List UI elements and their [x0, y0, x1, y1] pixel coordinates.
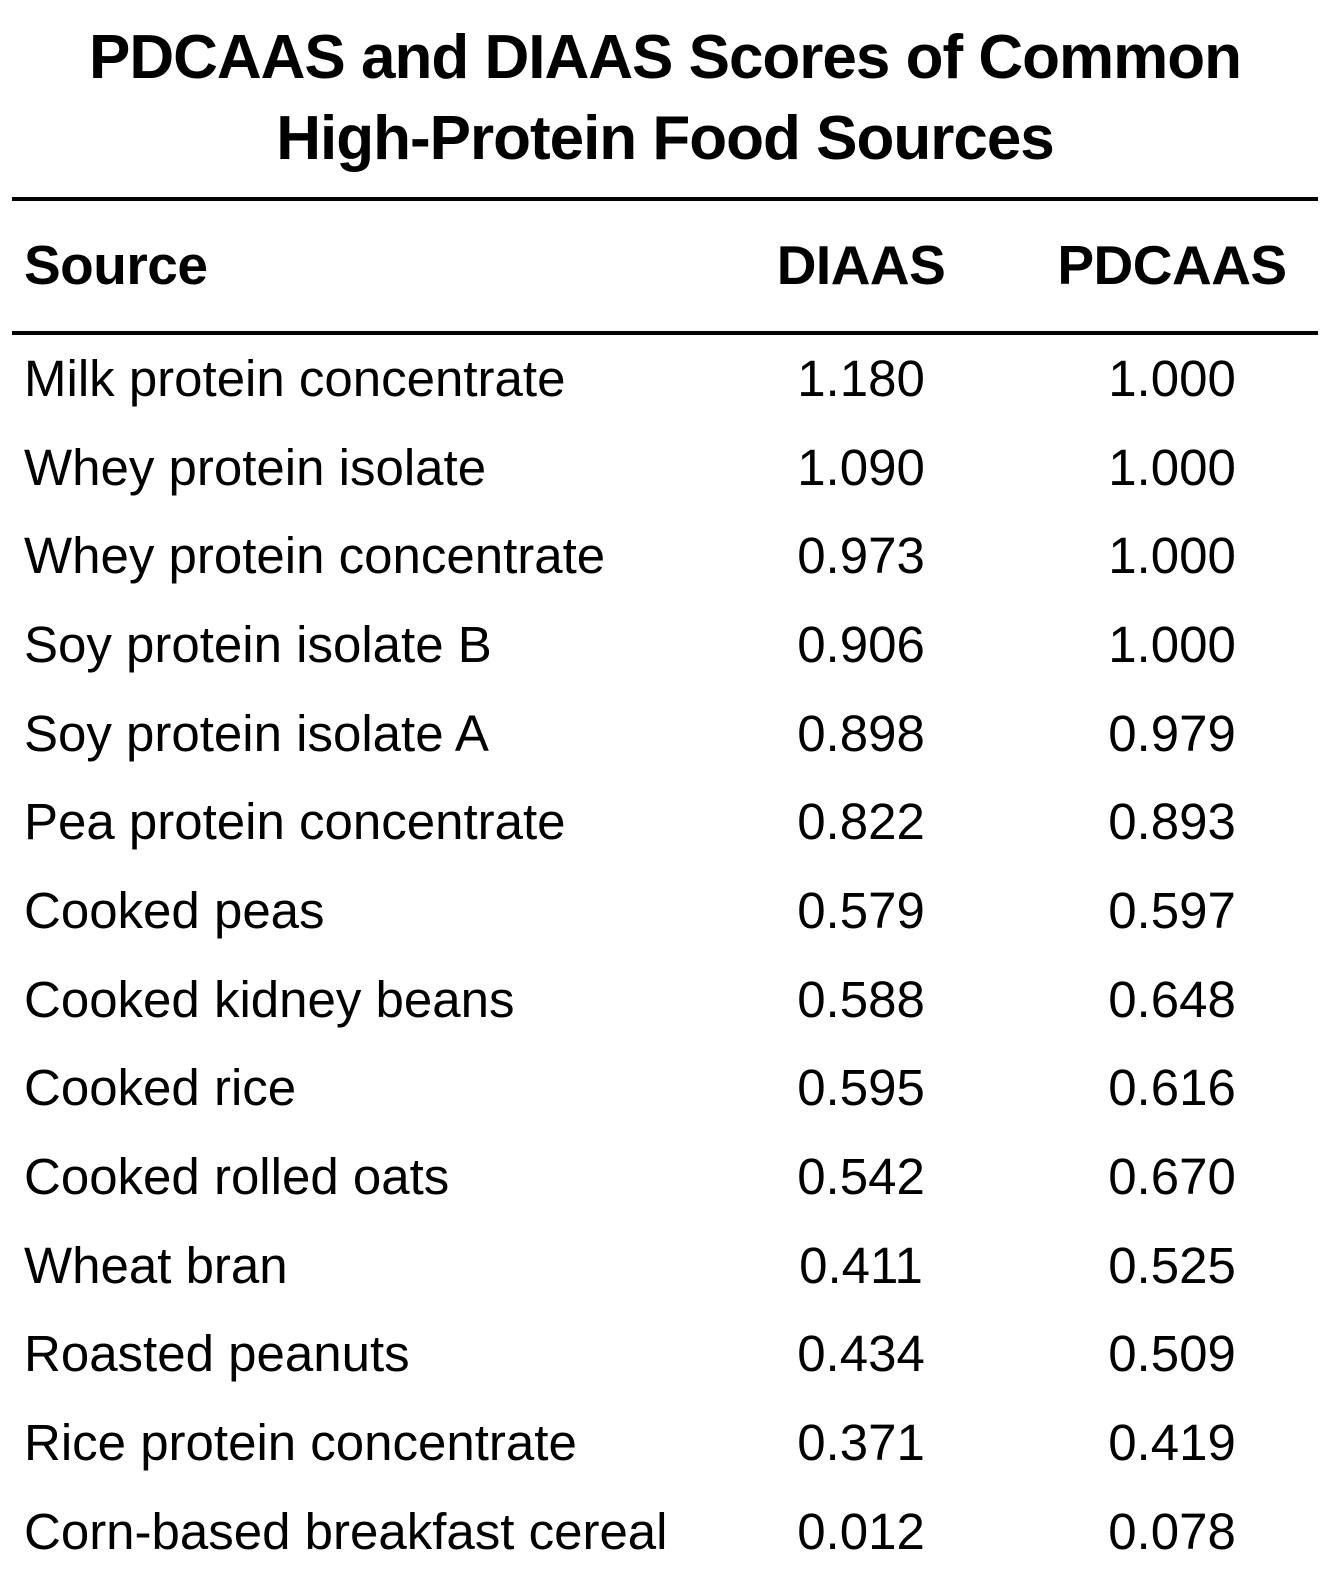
- column-header-pdcaas: PDCAAS: [1057, 234, 1287, 297]
- source-cell: Rice protein concentrate: [24, 1413, 577, 1471]
- table-row: Wheat bran 0.411 0.525: [12, 1222, 1318, 1311]
- table-row: Cooked rolled oats 0.542 0.670: [12, 1133, 1318, 1222]
- pdcaas-cell: 0.419: [1108, 1413, 1236, 1471]
- source-cell: Pea protein concentrate: [24, 793, 566, 851]
- source-cell: Roasted peanuts: [24, 1325, 410, 1383]
- table-row: Cooked peas 0.579 0.597: [12, 867, 1318, 956]
- pdcaas-cell: 1.000: [1108, 350, 1236, 408]
- pdcaas-cell: 0.670: [1108, 1147, 1236, 1205]
- pdcaas-cell: 0.525: [1108, 1236, 1236, 1294]
- pdcaas-cell: 0.893: [1108, 793, 1236, 851]
- diaas-cell: 0.542: [797, 1147, 925, 1205]
- diaas-cell: 0.012: [797, 1502, 925, 1560]
- table-title-line-2: High-Protein Food Sources: [276, 103, 1055, 173]
- diaas-cell: 0.588: [797, 970, 925, 1028]
- source-cell: Cooked peas: [24, 882, 325, 940]
- pdcaas-cell: 1.000: [1108, 527, 1236, 585]
- diaas-cell: 0.371: [797, 1413, 925, 1471]
- diaas-cell: 0.579: [797, 882, 925, 940]
- table-row: Soy protein isolate B 0.906 1.000: [12, 601, 1318, 690]
- table-row: Milk protein concentrate 1.180 1.000: [12, 333, 1318, 424]
- table-title: PDCAAS and DIAAS Scores of Common High-P…: [0, 0, 1330, 179]
- table-row: Roasted peanuts 0.434 0.509: [12, 1310, 1318, 1399]
- pdcaas-cell: 0.648: [1108, 970, 1236, 1028]
- pdcaas-cell: 0.616: [1108, 1059, 1236, 1117]
- diaas-cell: 1.090: [797, 438, 925, 496]
- pdcaas-cell: 1.000: [1108, 438, 1236, 496]
- header-row: Source DIAAS PDCAAS: [12, 199, 1318, 334]
- source-cell: Cooked rolled oats: [24, 1147, 450, 1205]
- source-cell: Cooked rice: [24, 1059, 297, 1117]
- table-body: Milk protein concentrate 1.180 1.000 Whey p…: [12, 333, 1318, 1576]
- table-title-line-1: PDCAAS and DIAAS Scores of Common: [88, 23, 1242, 92]
- table-row: Rice protein concentrate 0.371 0.419: [12, 1399, 1318, 1488]
- source-cell: Whey protein isolate: [24, 438, 487, 496]
- diaas-cell: 1.180: [797, 350, 925, 408]
- table-row: Corn-based breakfast cereal 0.012 0.078: [12, 1488, 1318, 1577]
- diaas-cell: 0.434: [797, 1325, 925, 1383]
- source-cell: Corn-based breakfast cereal: [24, 1502, 668, 1560]
- scores-table: Source DIAAS PDCAAS Milk protein concent…: [12, 197, 1318, 1576]
- table-row: Cooked kidney beans 0.588 0.648: [12, 956, 1318, 1045]
- pdcaas-cell: 1.000: [1108, 616, 1236, 674]
- diaas-cell: 0.973: [797, 527, 925, 585]
- column-header-source: Source: [24, 234, 208, 297]
- table-row: Whey protein isolate 1.090 1.000: [12, 424, 1318, 513]
- table-row: Pea protein concentrate 0.822 0.893: [12, 778, 1318, 867]
- source-cell: Whey protein concentrate: [24, 527, 606, 585]
- table-row: Soy protein isolate A 0.898 0.979: [12, 690, 1318, 779]
- diaas-cell: 0.898: [797, 704, 925, 762]
- source-cell: Wheat bran: [24, 1236, 288, 1294]
- source-cell: Cooked kidney beans: [24, 970, 515, 1028]
- diaas-cell: 0.906: [797, 616, 925, 674]
- pdcaas-cell: 0.597: [1108, 882, 1236, 940]
- diaas-cell: 0.822: [797, 793, 925, 851]
- source-cell: Soy protein isolate A: [24, 704, 489, 762]
- diaas-cell: 0.411: [799, 1236, 923, 1294]
- diaas-cell: 0.595: [797, 1059, 925, 1117]
- source-cell: Soy protein isolate B: [24, 616, 492, 674]
- source-cell: Milk protein concentrate: [24, 350, 566, 408]
- pdcaas-cell: 0.509: [1108, 1325, 1236, 1383]
- table-row: Cooked rice 0.595 0.616: [12, 1044, 1318, 1133]
- column-header-diaas: DIAAS: [776, 234, 946, 297]
- table-row: Whey protein concentrate 0.973 1.000: [12, 512, 1318, 601]
- pdcaas-cell: 0.078: [1108, 1502, 1236, 1560]
- table-header: Source DIAAS PDCAAS: [12, 199, 1318, 334]
- pdcaas-cell: 0.979: [1108, 704, 1236, 762]
